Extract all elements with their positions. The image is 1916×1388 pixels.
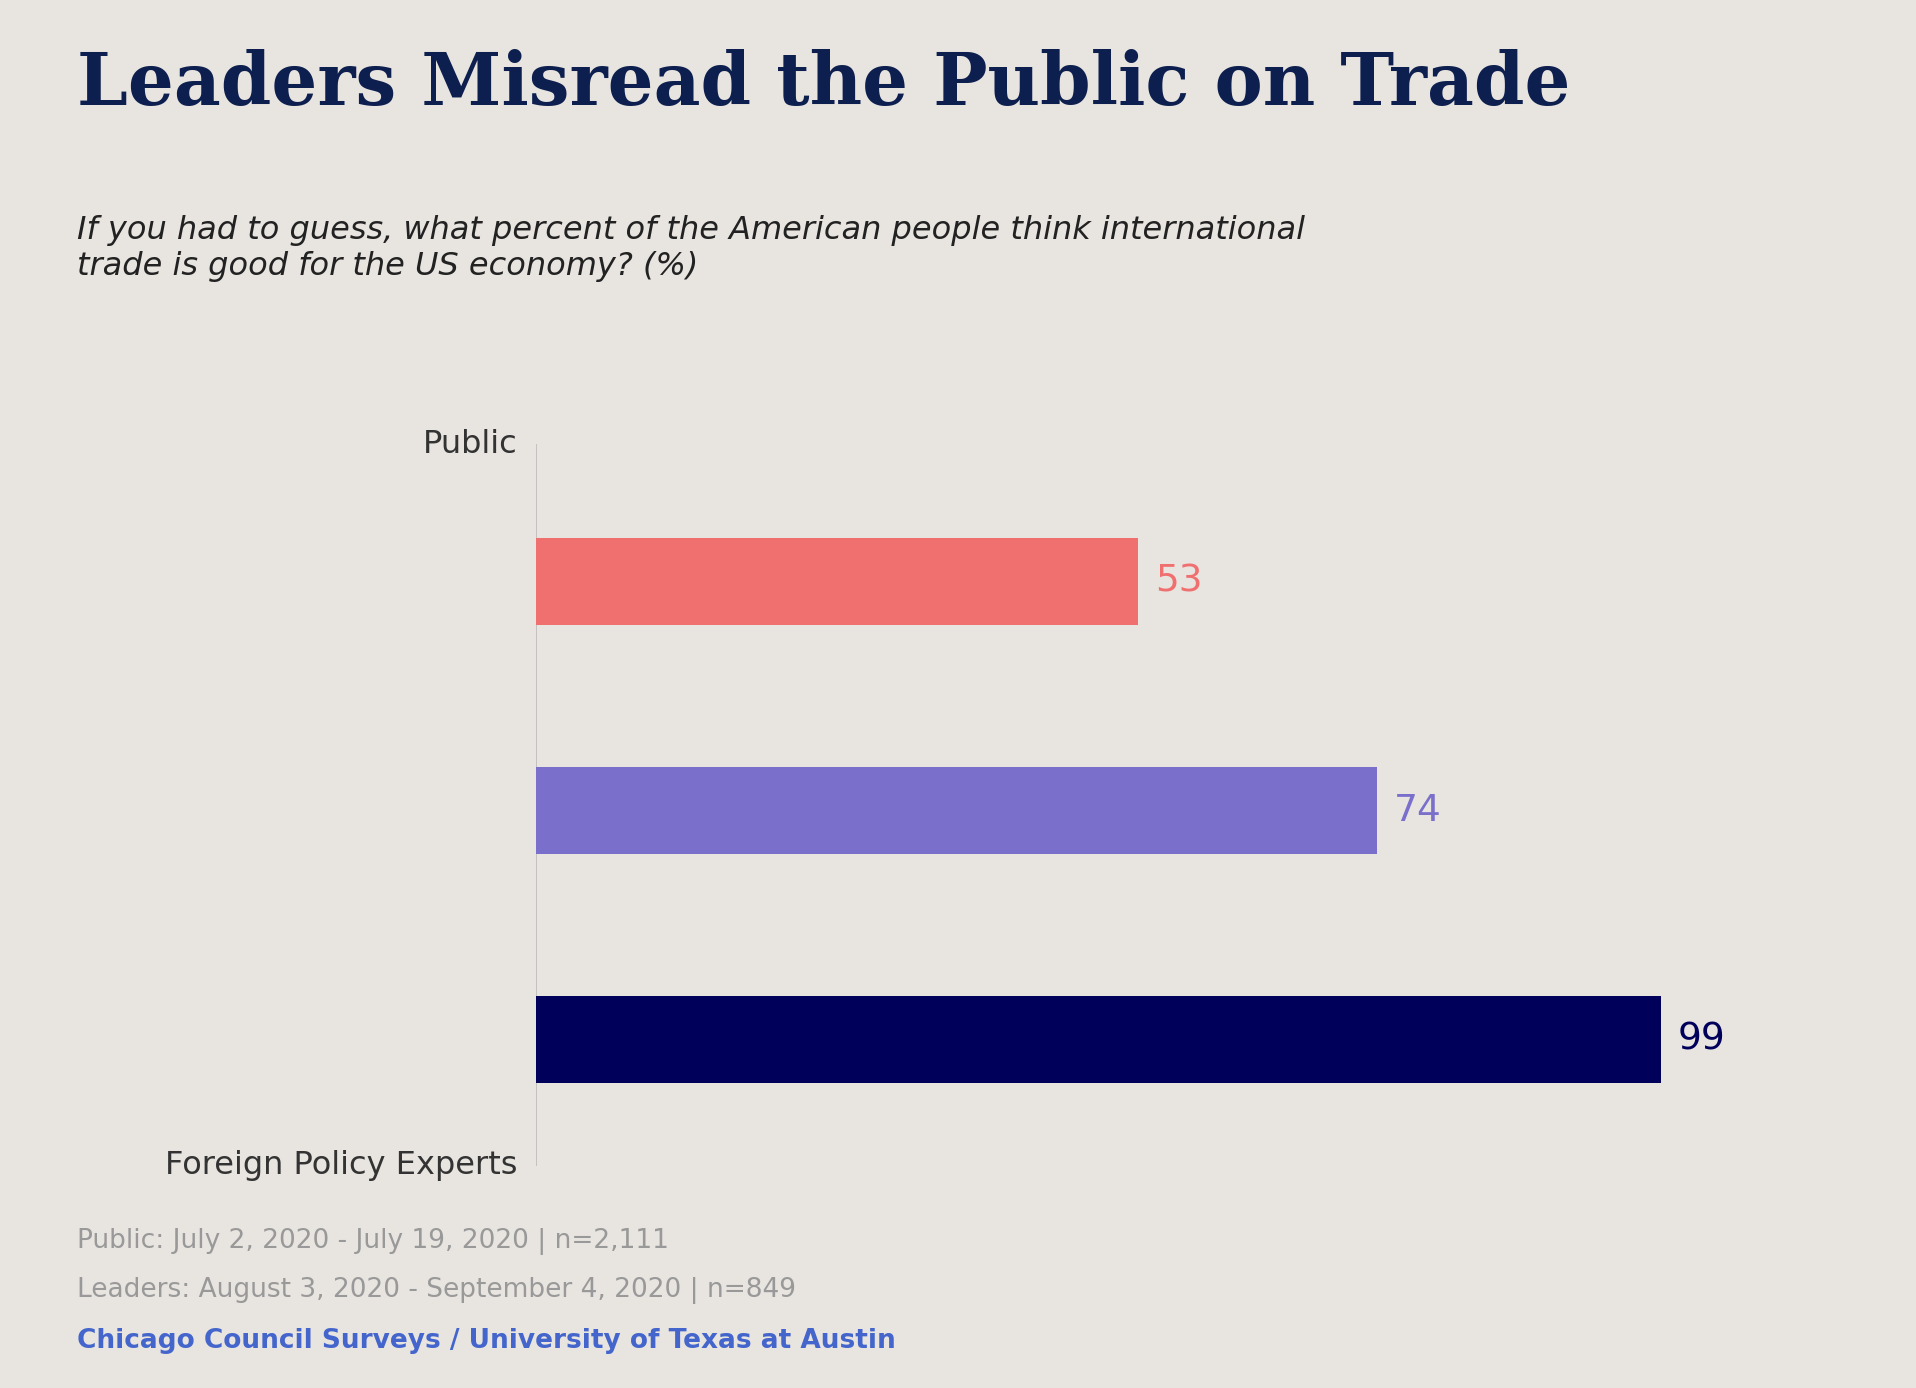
Text: If you had to guess, what percent of the American people think international
tra: If you had to guess, what percent of the… xyxy=(77,215,1305,282)
Bar xyxy=(536,997,1661,1084)
Text: Chicago Council Surveys / University of Texas at Austin: Chicago Council Surveys / University of … xyxy=(77,1328,895,1355)
Bar xyxy=(536,539,1138,625)
Text: 53: 53 xyxy=(1155,564,1203,600)
Text: 74: 74 xyxy=(1393,793,1441,829)
Text: Leaders: August 3, 2020 - September 4, 2020 | n=849: Leaders: August 3, 2020 - September 4, 2… xyxy=(77,1277,795,1303)
Text: Public: Public xyxy=(423,429,517,459)
Text: Leaders Misread the Public on Trade: Leaders Misread the Public on Trade xyxy=(77,49,1569,119)
Bar xyxy=(536,768,1378,854)
Text: Foreign Policy Experts: Foreign Policy Experts xyxy=(165,1151,517,1181)
Text: Public: July 2, 2020 - July 19, 2020 | n=2,111: Public: July 2, 2020 - July 19, 2020 | n… xyxy=(77,1228,669,1255)
Text: 99: 99 xyxy=(1678,1022,1724,1058)
